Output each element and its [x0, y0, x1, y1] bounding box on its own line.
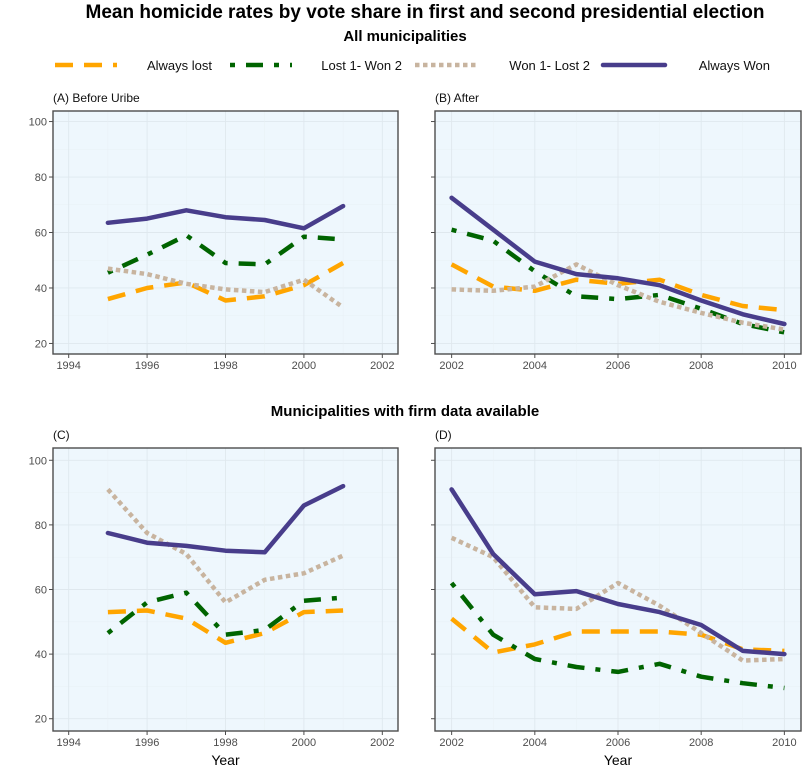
panel-2-series-won-1-lost-2 — [451, 262, 785, 332]
panel-1-xtick-label: 1998 — [213, 360, 237, 372]
panel-3-label: (C) — [53, 428, 70, 442]
panel-2-xtick-label: 2002 — [439, 360, 463, 372]
panel-2-xtick-label: 2004 — [523, 360, 547, 372]
panel-3: (C) 1994 1996 1998 2000 2002 20 40 60 80 100 Year — [29, 428, 399, 768]
panel-3-xtick-label: 1994 — [56, 737, 80, 749]
panel-3-ytick-label: 100 — [29, 455, 47, 467]
legend-label-always-lost: Always lost — [147, 58, 212, 73]
panel-3-ytick-label: 40 — [35, 649, 47, 661]
panel-4-xtick-label: 2010 — [772, 737, 796, 749]
panel-2-xtick-label: 2006 — [606, 360, 630, 372]
panel-1: (A) Before Uribe 1994 1996 1998 2000 2002 20 40… — [29, 91, 399, 372]
panel-3-xtick-label: 1998 — [213, 737, 237, 749]
panel-4-xtick-label: 2008 — [689, 737, 713, 749]
panel-3-series-won-1-lost-2 — [106, 487, 345, 605]
panel-3-x-axis-title: Year — [211, 752, 240, 768]
subtitle-all-municipalities: All municipalities — [343, 28, 466, 45]
panel-1-ytick-label: 100 — [29, 117, 47, 129]
legend: Always lost Lost 1- Won 2 Won 1- Lost 2 Alw… — [55, 58, 770, 73]
panel-4-xtick-label: 2004 — [523, 737, 547, 749]
panel-2-xtick-label: 2010 — [772, 360, 796, 372]
panel-3-gridlines — [53, 448, 398, 731]
panel-1-ytick-label: 60 — [35, 228, 47, 240]
legend-label-always-won: Always Won — [699, 58, 770, 73]
subtitle-firm-data: Municipalities with firm data available — [271, 403, 539, 420]
panel-3-xtick-label: 1996 — [135, 737, 159, 749]
panel-1-series-always-lost — [107, 261, 345, 303]
panel-1-xtick-label: 1996 — [135, 360, 159, 372]
figure-title: Mean homicide rates by vote share in fir… — [86, 2, 765, 23]
panel-2-xtick-label: 2008 — [689, 360, 713, 372]
panel-1-ytick-label: 80 — [35, 172, 47, 184]
panel-1-xtick-label: 2002 — [370, 360, 394, 372]
panel-2-series-always-won — [449, 195, 787, 327]
panel-4-label: (D) — [435, 428, 452, 442]
panel-4-series-won-1-lost-2 — [450, 535, 785, 663]
panel-3-xtick-label: 2002 — [370, 737, 394, 749]
panel-3-ytick-label: 80 — [35, 520, 47, 532]
panel-2-series-lost-1-won-2 — [451, 227, 785, 335]
panel-4: (D) 2002 2004 2006 2008 2010 Year — [431, 428, 802, 768]
panel-4-series-lost-1-won-2 — [449, 581, 785, 691]
panel-2-label: (B) After — [435, 91, 479, 105]
panel-3-series-always-lost — [107, 608, 344, 646]
panel-1-xtick-label: 2000 — [292, 360, 316, 372]
legend-label-lost-1-won-2: Lost 1- Won 2 — [321, 58, 402, 73]
panel-4-xtick-label: 2002 — [439, 737, 463, 749]
panel-3-series-always-won — [105, 483, 346, 555]
panel-1-ytick-label: 20 — [35, 338, 47, 350]
panel-4-xtick-label: 2006 — [606, 737, 630, 749]
legend-label-won-1-lost-2: Won 1- Lost 2 — [509, 58, 590, 73]
panel-3-xtick-label: 2000 — [292, 737, 316, 749]
panel-1-xtick-label: 1994 — [56, 360, 80, 372]
panel-1-gridlines — [53, 111, 398, 354]
panel-4-x-axis-title: Year — [604, 752, 633, 768]
panel-1-ytick-label: 40 — [35, 283, 47, 295]
panel-3-ytick-label: 20 — [35, 714, 47, 726]
panel-2: (B) After 2002 2004 2006 2008 2010 — [431, 91, 802, 372]
panel-4-series-always-won — [449, 487, 787, 657]
panel-3-ytick-label: 60 — [35, 585, 47, 597]
panel-1-series-always-won — [105, 203, 346, 231]
panel-1-label: (A) Before Uribe — [53, 91, 140, 105]
panel-2-series-always-lost — [450, 262, 785, 313]
chart-panels: (A) Before Uribe 1994 1996 1998 2000 2002 20 40… — [29, 91, 802, 768]
panel-1-series-lost-1-won-2 — [106, 233, 344, 275]
